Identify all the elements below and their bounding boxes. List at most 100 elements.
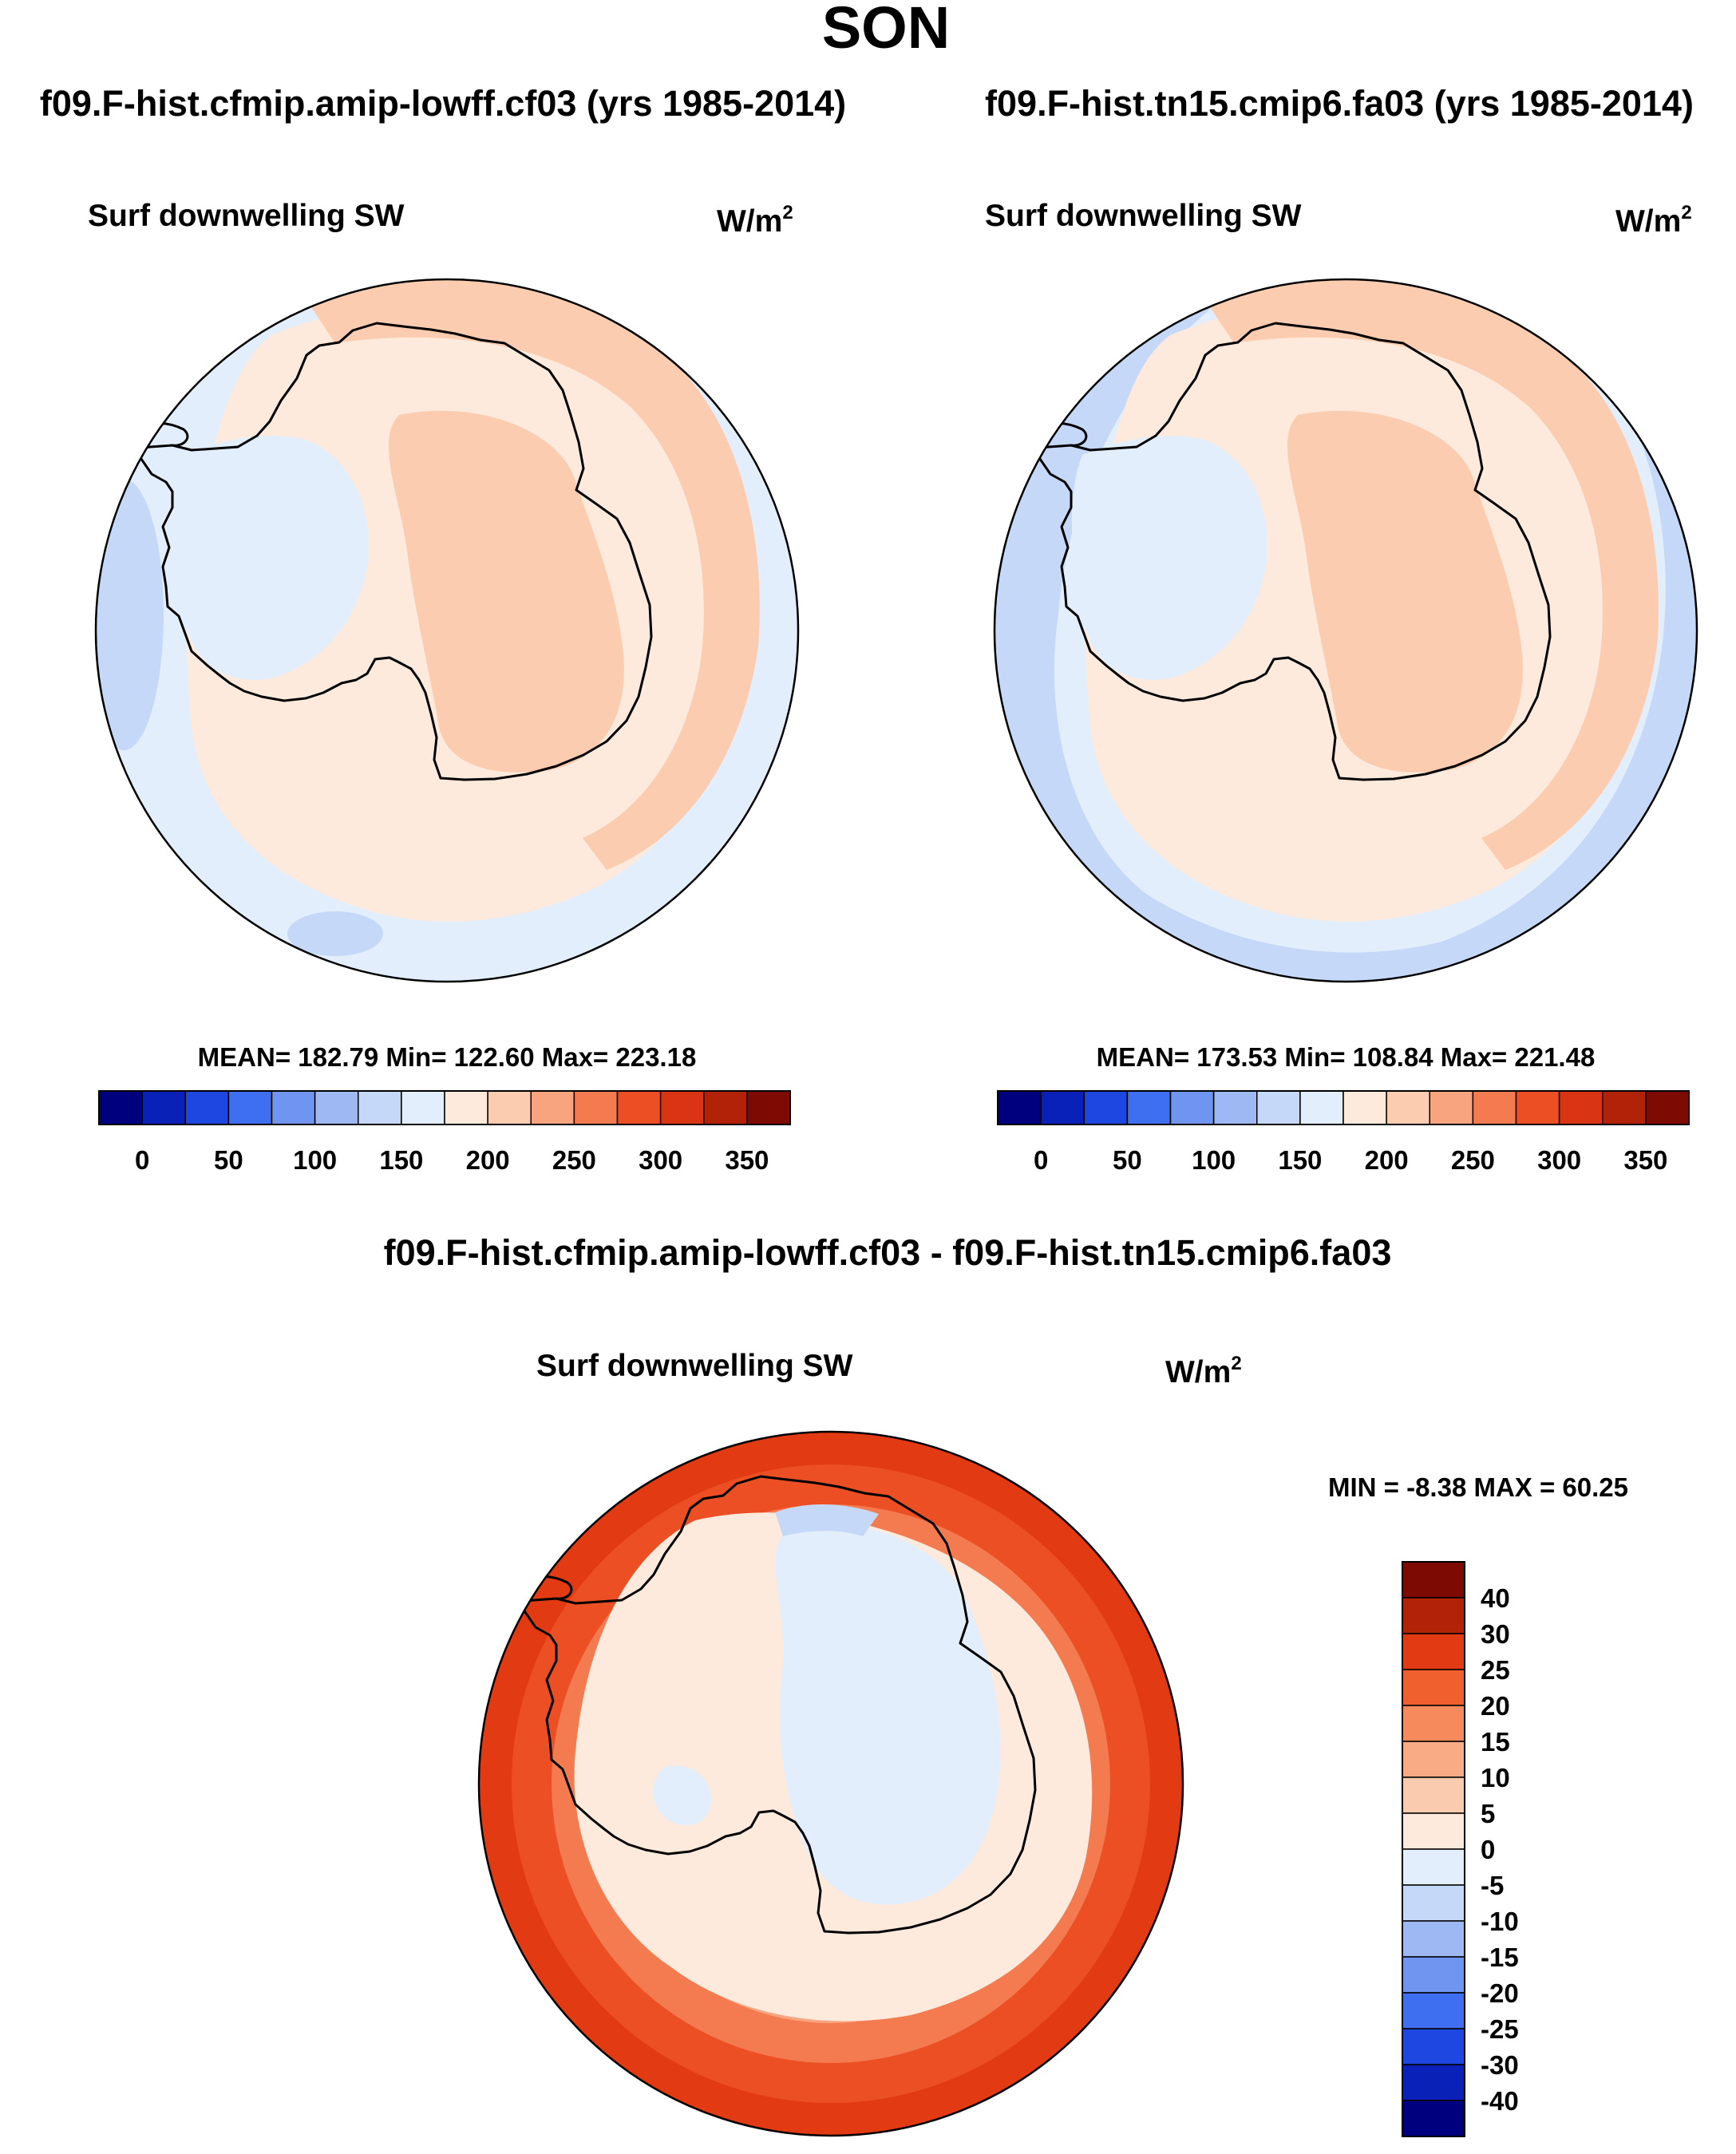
colorbar-swatch [1402,1741,1465,1778]
negative-plateau [775,1524,1001,1905]
left-colorbar: 0 50 100 150 200 250 300 350 [98,1090,791,1175]
colorbar-tick-label: 0 [135,1145,149,1175]
colorbar-frame [1402,1561,1465,2137]
colorbar-swatch [1402,1669,1465,1706]
colorbar-swatch [1402,2100,1465,2137]
colorbar-tick-label: 200 [466,1145,510,1175]
colorbar-tick-label: -30 [1481,2050,1519,2080]
salmon-band [1202,279,1659,870]
diff-map-border [477,1430,1184,2137]
colorbar-frame [997,1090,1690,1125]
colorbar-swatch [1472,1090,1517,1125]
colorbar-swatch [1602,1090,1647,1125]
right-units-label: W/m2 [1615,202,1692,239]
right-map-panel [993,278,1698,983]
colorbar-tick-label: 50 [214,1145,243,1175]
colorbar-swatch [1402,1812,1465,1850]
colorbar-swatch [1083,1090,1129,1125]
colorbar-swatch [1402,1848,1465,1886]
colorbar-swatch [1402,1777,1465,1814]
salmon-band [303,279,760,870]
colorbar-swatch [1402,1705,1465,1742]
colorbar-swatch [271,1090,316,1125]
salmon-plateau [389,410,624,773]
negative-patch-ross [653,1765,711,1825]
right-stats-label: MEAN= 173.53 Min= 108.84 Max= 221.48 [1097,1042,1596,1072]
colorbar-tick-label: -15 [1481,1943,1519,1972]
colorbar-tick-label: 20 [1481,1691,1510,1721]
colorbar-swatch [1402,1561,1465,1599]
diff-min-max-label: MIN = -8.38 MAX = 60.25 [1328,1472,1628,1502]
right-variable-label: Surf downwelling SW [985,199,1302,233]
colorbar-tick-label: 300 [639,1145,682,1175]
colorbar-tick-label: 40 [1481,1583,1510,1613]
colorbar-tick-label: 250 [1451,1145,1495,1175]
diff-case-title: f09.F-hist.cfmip.amip-lowff.cf03 - f09.F… [384,1232,1392,1273]
colorbar-swatch [1402,1920,1465,1958]
colorbar-tick-label: 30 [1481,1619,1510,1649]
colorbar-tick-label: 15 [1481,1727,1510,1757]
colorbar-tick-label: -5 [1481,1871,1504,1900]
colorbar-swatch [358,1090,402,1125]
colorbar-tick-label: 300 [1537,1145,1581,1175]
negative-patch-coast [775,1504,879,1536]
colorbar-tick-label: 150 [379,1145,423,1175]
right-map-border [993,278,1698,983]
colorbar-tick-label: 350 [1623,1145,1667,1175]
right-case-title: f09.F-hist.tn15.cmip6.fa03 (yrs 1985-201… [985,83,1694,124]
colorbar-tick-label: 10 [1481,1763,1510,1792]
colorbar-frame [98,1090,791,1125]
colorbar-tick-label: -40 [1481,2086,1519,2116]
colorbar-tick-label: 100 [293,1145,337,1175]
colorbar-swatch [1645,1090,1690,1125]
colorbar-swatch [1343,1090,1387,1125]
colorbar-swatch [1402,2064,1465,2101]
colorbar-swatch [1402,1633,1465,1670]
colorbar-swatch [659,1090,705,1125]
right-colorbar: 0 50 100 150 200 250 300 350 [997,1090,1690,1175]
left-units-label: W/m2 [717,202,793,239]
colorbar-swatch [444,1090,488,1125]
colorbar-swatch [141,1090,186,1125]
colorbar-swatch [1558,1090,1604,1125]
left-map-border [94,278,800,983]
colorbar-tick-label: 350 [725,1145,769,1175]
colorbar-tick-label: -25 [1481,2014,1519,2044]
colorbar-swatch [1402,1992,1465,2030]
colorbar-swatch [1212,1090,1258,1125]
colorbar-tick-label: 150 [1278,1145,1322,1175]
colorbar-tick-label: -20 [1481,1978,1519,2008]
colorbar-swatch [746,1090,791,1125]
blue-ross-basin [1071,436,1267,680]
blue-ross-basin [172,436,369,680]
colorbar-tick-label: 100 [1192,1145,1236,1175]
colorbar-swatch [487,1090,532,1125]
colorbar-swatch [616,1090,662,1125]
colorbar-swatch [703,1090,748,1125]
colorbar-swatch [1126,1090,1172,1125]
colorbar-tick-label: 5 [1481,1799,1495,1828]
salmon-plateau [1287,410,1523,773]
left-map-panel [94,278,800,983]
colorbar-swatch [1429,1090,1474,1125]
colorbar-swatch [1040,1090,1085,1125]
colorbar-swatch [1515,1090,1560,1125]
colorbar-swatch [573,1090,619,1125]
colorbar-tick-label: 200 [1365,1145,1409,1175]
colorbar-swatch [98,1090,143,1125]
colorbar-tick-label: 0 [1034,1145,1048,1175]
blue-patch-south [287,911,383,956]
season-title: SON [822,0,950,61]
colorbar-swatch [401,1090,445,1125]
diff-variable-label: Surf downwelling SW [536,1349,853,1383]
left-variable-label: Surf downwelling SW [88,199,405,233]
left-stats-label: MEAN= 182.79 Min= 122.60 Max= 223.18 [198,1042,697,1072]
colorbar-swatch [314,1090,359,1125]
colorbar-swatch [227,1090,273,1125]
diff-colorbar: 40 30 25 20 15 10 5 0 -5 -10 -15 -20 -25 -30 -40 [1402,1561,1519,2137]
colorbar-swatch [1402,1884,1465,1922]
diff-map-panel [477,1430,1184,2137]
colorbar-tick-label: -10 [1481,1907,1519,1936]
colorbar-swatch [184,1090,230,1125]
